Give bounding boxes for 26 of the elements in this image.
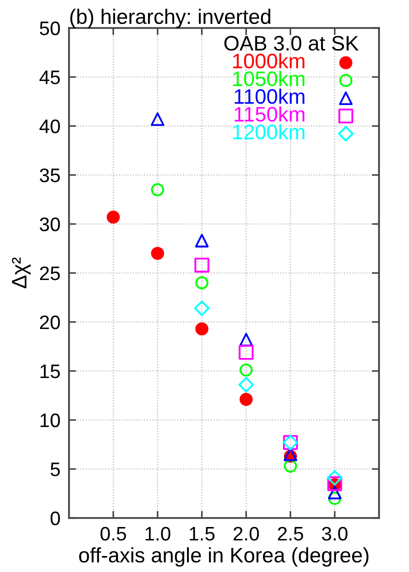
legend-label: 1100km	[234, 88, 304, 104]
chart-title: (b) hierarchy: inverted	[70, 8, 270, 28]
x-tick-label: 2.0	[234, 526, 259, 541]
y-tick-label: 25	[40, 266, 60, 280]
legend-label: 1150km	[234, 106, 304, 122]
y-tick-label: 45	[39, 70, 60, 84]
x-tick-label: 1.5	[190, 527, 215, 541]
y-tick-label: 0	[50, 511, 60, 526]
legend-label: 1200km	[233, 124, 304, 140]
y-tick-label: 20	[40, 315, 60, 330]
y-tick-label: 15	[40, 364, 60, 378]
y-tick-label: 40	[39, 119, 60, 134]
y-tick-label: 5	[50, 462, 60, 476]
x-tick-label: 1.0	[146, 526, 170, 541]
x-tick-label: 3.0	[322, 526, 348, 541]
x-axis-title: off-axis angle in Korea (degree)	[79, 547, 368, 567]
y-tick-label: 50	[40, 21, 60, 36]
y-tick-label: 10	[40, 413, 60, 428]
x-tick-label: 2.5	[278, 526, 304, 541]
y-tick-label: 35	[40, 168, 60, 182]
y-axis-title: Δχ²	[12, 258, 31, 288]
legend-label: 1000km	[233, 53, 304, 68]
legend-title: OAB 3.0 at SK	[224, 36, 359, 51]
x-tick-label: 0.5	[100, 526, 126, 541]
y-tick-label: 30	[40, 217, 60, 232]
legend-label: 1050km	[233, 70, 304, 86]
